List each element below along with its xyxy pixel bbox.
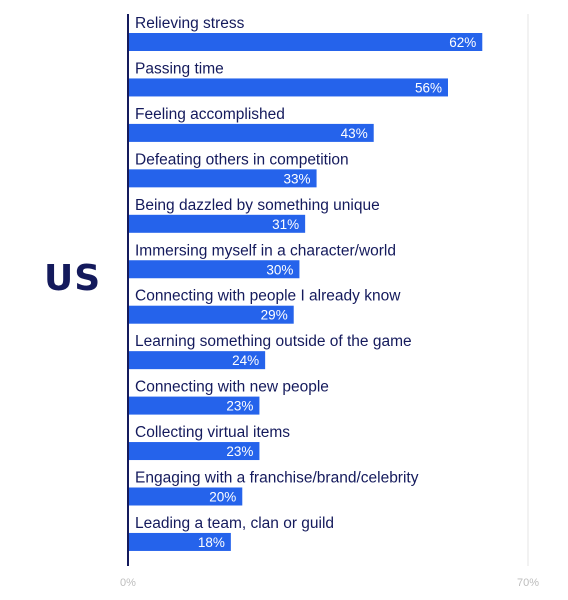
bar	[128, 305, 294, 324]
bar	[128, 78, 448, 97]
region-label: US	[44, 258, 102, 299]
category-label: Collecting virtual items	[135, 424, 290, 441]
value-label: 43%	[341, 126, 368, 141]
value-label: 30%	[266, 262, 293, 277]
category-label: Connecting with new people	[135, 379, 329, 396]
value-label: 23%	[226, 444, 253, 459]
bar	[128, 123, 374, 142]
category-label: Learning something outside of the game	[135, 333, 412, 350]
category-label: Leading a team, clan or guild	[135, 515, 334, 532]
bar	[128, 487, 243, 506]
category-label: Connecting with people I already know	[135, 288, 401, 305]
category-label: Passing time	[135, 60, 224, 77]
value-label: 18%	[198, 535, 225, 550]
bar	[128, 33, 483, 51]
bar	[128, 396, 260, 415]
bar	[128, 351, 266, 370]
value-label: 20%	[209, 490, 236, 505]
x-tick-label: 0%	[120, 577, 136, 589]
x-tick-label: 70%	[517, 577, 539, 589]
value-label: 24%	[232, 353, 259, 368]
value-label: 62%	[449, 35, 476, 50]
bar	[128, 260, 300, 279]
bar	[128, 442, 260, 461]
category-label: Feeling accomplished	[135, 106, 285, 123]
value-label: 29%	[261, 308, 288, 323]
category-label: Being dazzled by something unique	[135, 197, 380, 214]
category-label: Relieving stress	[135, 15, 245, 32]
category-label: Immersing myself in a character/world	[135, 242, 396, 259]
category-label: Defeating others in competition	[135, 151, 349, 168]
value-label: 23%	[226, 399, 253, 414]
category-label: Engaging with a franchise/brand/celebrit…	[135, 470, 419, 487]
bar	[128, 169, 317, 188]
value-label: 56%	[415, 80, 442, 95]
value-label: 33%	[284, 171, 311, 186]
value-label: 31%	[272, 217, 299, 232]
bar	[128, 532, 231, 551]
bar	[128, 214, 306, 233]
